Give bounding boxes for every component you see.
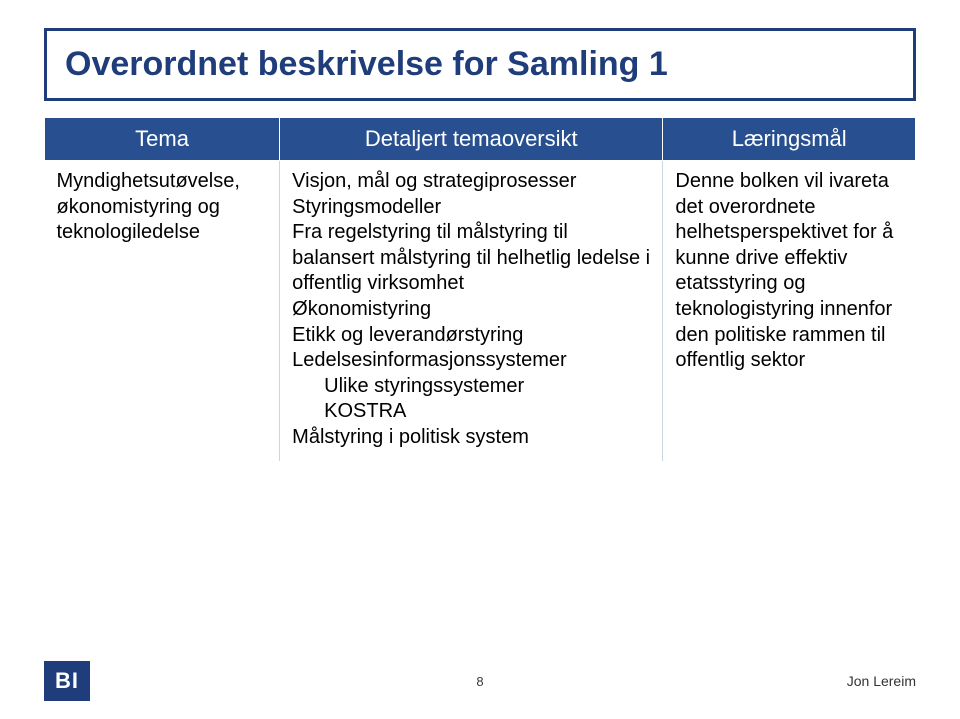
col-header-laering: Læringsmål xyxy=(663,118,916,161)
footer: BI 8 Jon Lereim xyxy=(0,661,960,701)
table-header-row: Tema Detaljert temaoversikt Læringsmål xyxy=(45,118,916,161)
detail-subline: KOSTRA xyxy=(292,399,650,425)
table-row: Myndighetsutøvelse, økonomistyring og te… xyxy=(45,161,916,461)
detail-line: Ledelsesinformasjonssystemer xyxy=(292,349,567,371)
cell-laering: Denne bolken vil ivareta det overordnete… xyxy=(663,161,916,461)
detail-line: Fra regelstyring til målstyring til bala… xyxy=(292,221,650,294)
detail-line: Etikk og leverandørstyring xyxy=(292,324,523,346)
detail-line: Styringsmodeller xyxy=(292,196,441,218)
bi-logo: BI xyxy=(44,661,90,701)
col-header-tema: Tema xyxy=(45,118,280,161)
cell-detaljert: Visjon, mål og strategiprosesser Styring… xyxy=(280,161,663,461)
detail-subline: Ulike styringssystemer xyxy=(292,374,650,400)
col-header-detaljert: Detaljert temaoversikt xyxy=(280,118,663,161)
detail-line: Visjon, mål og strategiprosesser xyxy=(292,170,576,192)
slide: Overordnet beskrivelse for Samling 1 Tem… xyxy=(0,0,960,719)
content-table: Tema Detaljert temaoversikt Læringsmål M… xyxy=(44,117,916,461)
detail-line: Økonomistyring xyxy=(292,298,431,320)
detail-line: Målstyring i politisk system xyxy=(292,426,529,448)
title-box: Overordnet beskrivelse for Samling 1 xyxy=(44,28,916,101)
cell-tema: Myndighetsutøvelse, økonomistyring og te… xyxy=(45,161,280,461)
author-name: Jon Lereim xyxy=(847,673,916,689)
page-number: 8 xyxy=(476,674,483,689)
page-title: Overordnet beskrivelse for Samling 1 xyxy=(65,45,895,84)
